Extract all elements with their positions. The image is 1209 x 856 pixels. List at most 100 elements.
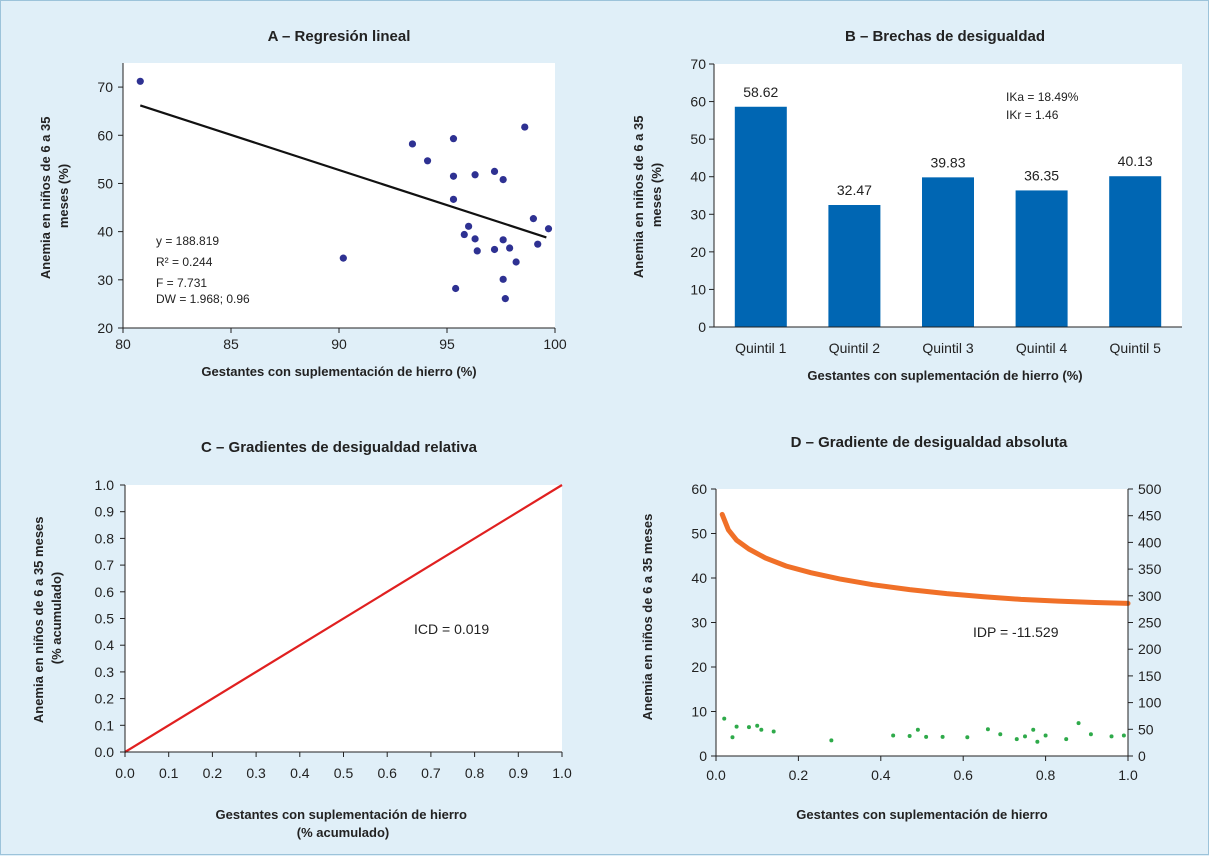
panel-d-point-22: [1064, 737, 1069, 742]
panel-d-y2-tick-450: 450: [1138, 508, 1162, 524]
panel-d-plot-area: [716, 489, 1128, 756]
panel-b-y-tick-30: 30: [690, 206, 706, 222]
panel-d-point-23: [1076, 721, 1081, 726]
panel-c-x-tick-0.8: 0.8: [465, 765, 485, 781]
panel-b-bar-4: [1015, 190, 1068, 327]
panel-a-x-tick-90: 90: [331, 336, 347, 352]
panel-d-x-tick-1.0: 1.0: [1118, 767, 1138, 783]
panel-c-x-tick-0.6: 0.6: [377, 765, 397, 781]
panel-d-y-tick-30: 30: [691, 615, 707, 631]
panel-a-point-24: [534, 240, 542, 248]
panel-c-x-label: Gestantes con suplementación de hierro (…: [215, 807, 470, 840]
panel-d-y2-tick-350: 350: [1138, 561, 1162, 577]
panel-a-annotation-1: y = 188.819: [156, 234, 219, 248]
panel-a-title: A – Regresión lineal: [268, 28, 411, 45]
panel-d-point-11: [915, 727, 920, 732]
panel-d-point-8: [829, 738, 834, 743]
panel-a-y-tick-60: 60: [97, 127, 113, 143]
panel-b-x-label: Gestantes con suplementación de hierro (…: [807, 368, 1082, 383]
panel-d-point-13: [940, 734, 945, 739]
panel-b-category-4: Quintil 4: [1016, 340, 1068, 356]
panel-b-value-label-1: 58.62: [743, 84, 778, 100]
panel-d-y2-tick-50: 50: [1138, 721, 1154, 737]
panel-c-x-tick-0.1: 0.1: [159, 765, 179, 781]
panel-c-y-tick-0.5: 0.5: [95, 611, 115, 627]
panel-b-value-label-3: 39.83: [930, 154, 965, 170]
panel-d-point-19: [1031, 727, 1036, 732]
panel-d-point-9: [891, 733, 896, 738]
panel-a-point-1: [136, 77, 144, 85]
panel-d-gradient-curve: [719, 511, 1131, 606]
panel-a-point-16: [499, 176, 507, 184]
panel-d-x-label: Gestantes con suplementación de hierro: [796, 807, 1047, 822]
panel-a-point-19: [501, 295, 509, 303]
panel-c-y-label-line-1: Anemia en niños de 6 a 35 meses: [31, 516, 46, 723]
panel-a-point-11: [471, 171, 479, 179]
panel-d-y2-tick-400: 400: [1138, 534, 1162, 550]
panel-b-y-tick-10: 10: [690, 281, 706, 297]
panel-d-y2-tick-500: 500: [1138, 481, 1162, 497]
panel-b-bar-2: [828, 205, 881, 327]
panel-d-y-tick-10: 10: [691, 704, 707, 720]
panel-d-point-14: [965, 735, 970, 740]
panel-a-point-3: [408, 140, 417, 148]
panel-a-point-8: [452, 284, 460, 293]
panel-d-y-tick-20: 20: [691, 659, 707, 675]
panel-d-y2-tick-200: 200: [1138, 641, 1162, 657]
panel-b-category-5: Quintil 5: [1110, 340, 1162, 356]
panel-c-title: C – Gradientes de desigualdad relativa: [201, 439, 478, 456]
panel-b-y-tick-20: 20: [690, 244, 706, 260]
panel-c-x-tick-0.3: 0.3: [246, 765, 266, 781]
panel-a-point-15: [490, 245, 499, 254]
panel-a-regression-line: [139, 104, 547, 239]
panel-b-y-label-line-1: Anemia en niños de 6 a 35: [631, 116, 646, 279]
panel-b-value-label-4: 36.35: [1024, 167, 1059, 183]
panel-d-point-4: [746, 725, 751, 730]
panel-b-category-1: Quintil 1: [735, 340, 787, 356]
panel-d-point-18: [1023, 734, 1027, 739]
panel-a-y-label-line-2: meses (%): [56, 164, 71, 228]
panel-d-point-12: [924, 734, 929, 739]
panel-d-point-6: [759, 727, 764, 732]
panel-c-y-tick-0.6: 0.6: [95, 584, 115, 600]
panel-a-y-label-line-1: Anemia en niños de 6 a 35: [38, 117, 53, 280]
panel-a-point-18: [499, 275, 507, 283]
panel-b-value-label-2: 32.47: [837, 182, 872, 198]
panel-c-x-tick-0.7: 0.7: [421, 765, 441, 781]
panel-a-point-13: [473, 247, 481, 255]
panel-a-y-label: Anemia en niños de 6 a 35 meses (%): [38, 113, 71, 279]
panel-a-x-tick-95: 95: [439, 336, 455, 352]
panel-a-point-23: [529, 215, 538, 223]
panel-d-point-26: [1121, 733, 1126, 738]
panel-c-y-tick-0.2: 0.2: [95, 691, 115, 707]
panel-b-annotation-2: IKr = 1.46: [1006, 108, 1059, 122]
panel-d-x-tick-0.4: 0.4: [871, 767, 891, 783]
panel-d-point-24: [1088, 732, 1093, 737]
panel-a-point-20: [506, 244, 514, 252]
panel-c-y-tick-0.8: 0.8: [95, 530, 115, 546]
panel-d-y2-tick-250: 250: [1138, 615, 1162, 631]
panel-a-y-tick-30: 30: [97, 272, 113, 288]
panel-a-point-25: [544, 225, 553, 233]
panel-d-x-tick-0.2: 0.2: [789, 767, 809, 783]
panel-d-point-16: [998, 732, 1003, 737]
panel-c-annotation-1: ICD = 0.019: [414, 621, 489, 637]
panel-b-y-tick-70: 70: [690, 56, 706, 72]
panel-a-point-2: [339, 254, 347, 262]
panel-a-point-12: [471, 235, 479, 243]
panel-b-y-tick-60: 60: [690, 94, 706, 110]
panel-c-y-tick-0.3: 0.3: [95, 664, 115, 680]
panel-d-point-21: [1043, 733, 1048, 738]
panel-b-annotation-1: IKa = 18.49%: [1006, 90, 1079, 104]
panel-d-point-7: [771, 729, 776, 734]
panel-b-y-label-line-2: meses (%): [649, 163, 664, 227]
panel-c-x-tick-0.0: 0.0: [115, 765, 135, 781]
panel-d-x-tick-0.6: 0.6: [953, 767, 973, 783]
panel-d-point-3: [734, 724, 739, 729]
panel-b-bar-3: [922, 177, 974, 327]
panel-b: B – Brechas de desigualdad 58.62 32.47 39.…: [631, 28, 1182, 383]
panel-b-y-tick-50: 50: [690, 131, 706, 147]
panel-a-x-label: Gestantes con suplementación de hierro (…: [201, 364, 476, 379]
panel-c-x-tick-1.0: 1.0: [552, 765, 572, 781]
